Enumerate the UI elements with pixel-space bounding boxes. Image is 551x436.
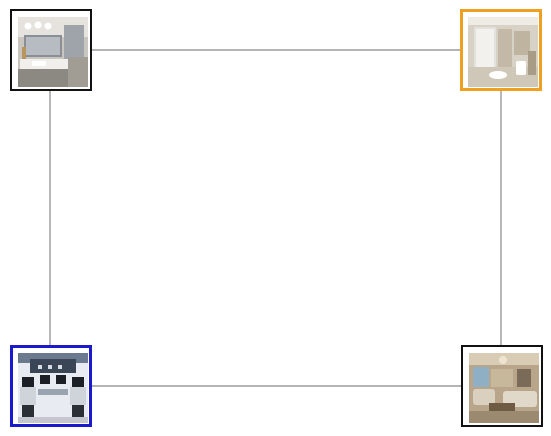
living-room-thumbnail xyxy=(469,353,539,423)
image-node-top-left[interactable] xyxy=(10,9,92,91)
image-node-bottom-right[interactable] xyxy=(461,345,543,427)
image-node-top-right[interactable] xyxy=(460,9,542,91)
image-node-bottom-left[interactable] xyxy=(10,345,92,427)
bathroom-shower-thumbnail xyxy=(468,17,538,87)
bathroom-vanity-thumbnail xyxy=(18,17,88,87)
computer-lab-thumbnail xyxy=(18,353,88,423)
